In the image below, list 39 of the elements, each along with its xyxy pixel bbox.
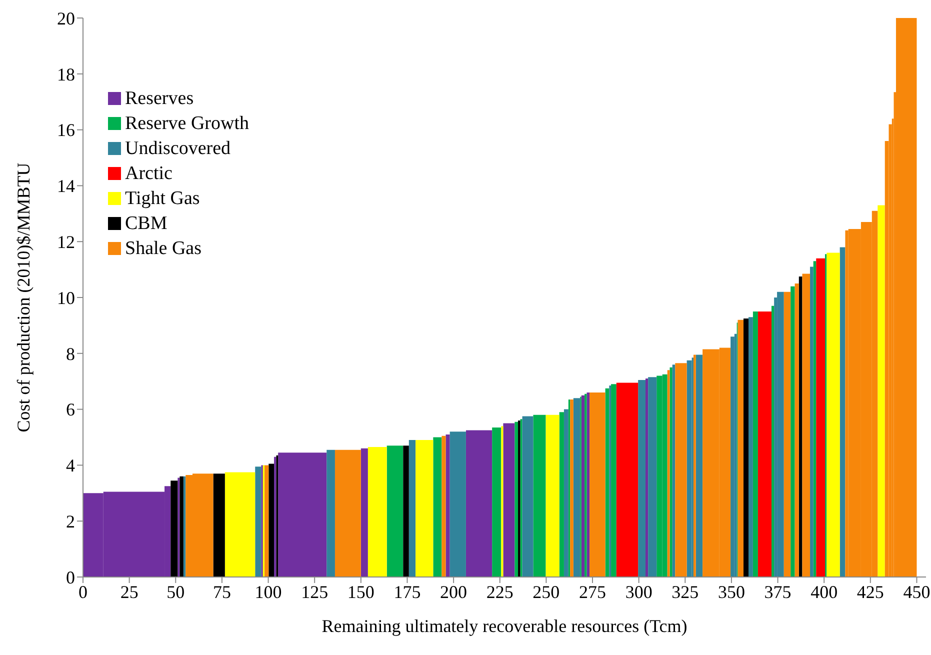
- x-tick-label: 425: [856, 582, 884, 602]
- y-tick-label: 0: [66, 567, 75, 588]
- y-tick-label: 2: [66, 511, 75, 532]
- y-tick-label: 4: [66, 456, 75, 476]
- x-axis-title: Remaining ultimately recoverable resources (Tcm): [322, 616, 688, 636]
- y-tick-label: 20: [57, 8, 75, 28]
- legend-label: Shale Gas: [125, 237, 202, 261]
- x-tick-label: 250: [532, 582, 560, 602]
- x-tick-label: 325: [672, 582, 699, 602]
- legend-label: CBM: [125, 212, 168, 236]
- legend-label: Reserves: [125, 87, 194, 111]
- x-tick-label: 375: [764, 582, 792, 602]
- x-tick-label: 100: [254, 582, 282, 602]
- legend-label: Reserve Growth: [125, 112, 249, 136]
- legend-label: Tight Gas: [125, 187, 200, 211]
- x-tick-label: 275: [579, 582, 606, 602]
- y-tick-label: 8: [66, 344, 75, 364]
- x-tick-label: 25: [120, 582, 138, 602]
- x-tick-label: 50: [166, 582, 185, 602]
- x-tick-label: 450: [903, 582, 930, 602]
- y-axis-title: Cost of production (2010)$/MMBTU: [13, 162, 34, 432]
- x-tick-label: 350: [718, 582, 745, 602]
- legend-label: Arctic: [125, 162, 172, 186]
- x-tick-label: 200: [440, 582, 468, 602]
- y-tick-label: 12: [57, 232, 75, 252]
- x-tick-label: 300: [625, 582, 652, 602]
- x-tick-label: 0: [78, 582, 88, 602]
- y-tick-label: 14: [57, 176, 75, 196]
- y-tick-label: 18: [57, 64, 75, 84]
- x-tick-label: 175: [394, 582, 421, 602]
- x-tick-label: 75: [212, 582, 231, 602]
- y-tick-label: 10: [57, 288, 75, 308]
- legend-label: Undiscovered: [125, 137, 231, 161]
- x-tick-label: 400: [810, 582, 838, 602]
- y-tick-label: 6: [66, 400, 75, 420]
- x-tick-label: 225: [486, 582, 514, 602]
- y-tick-label: 16: [57, 120, 75, 140]
- x-tick-label: 150: [347, 582, 374, 602]
- x-tick-label: 125: [301, 582, 328, 602]
